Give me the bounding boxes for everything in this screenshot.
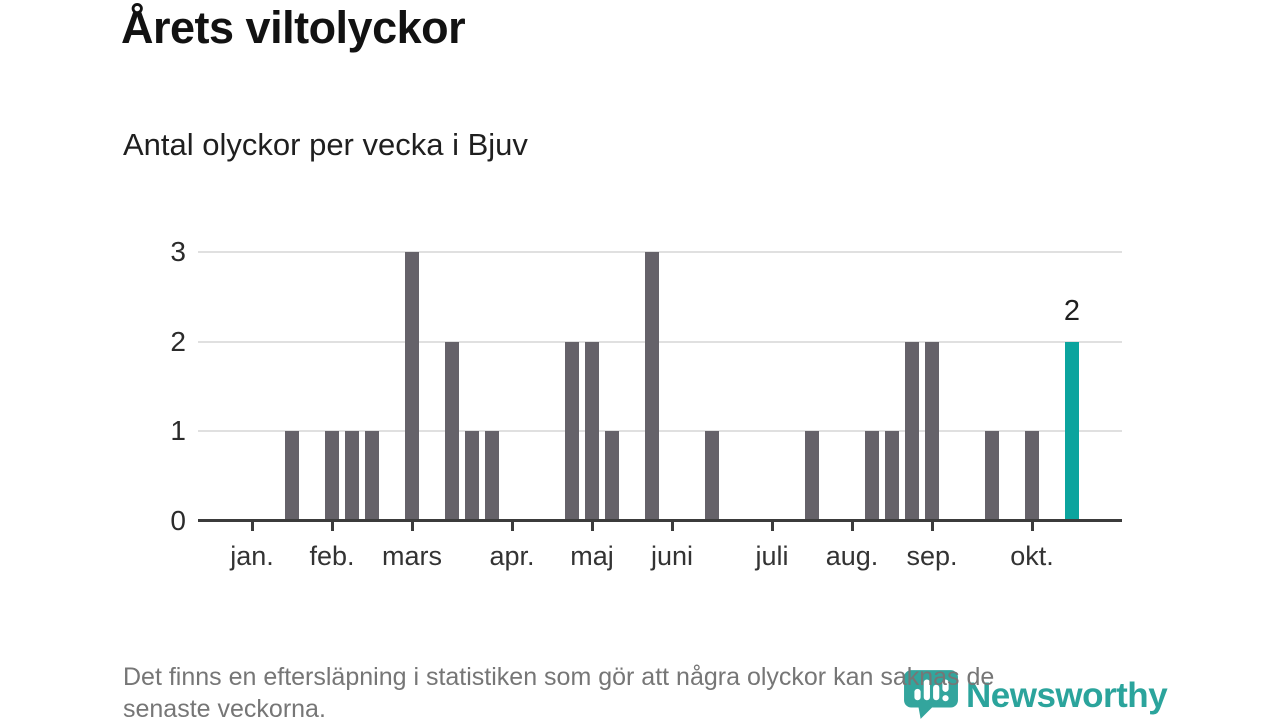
- x-tick-apr: [511, 522, 514, 531]
- x-tick-juni: [671, 522, 674, 531]
- newsworthy-logo-icon: [904, 670, 958, 719]
- bar-week-13: [465, 431, 479, 521]
- chart-subtitle: Antal olyckor per vecka i Bjuv: [123, 127, 528, 162]
- x-axis-label-aug: aug.: [825, 541, 879, 571]
- bar-week-33: [865, 431, 879, 521]
- bar-week-20: [605, 431, 619, 521]
- highlighted-bar-value-label: 2: [1063, 294, 1081, 327]
- bar-week-14: [485, 431, 499, 521]
- highlighted-bar-week-43: [1065, 341, 1079, 521]
- bar-week-36: [925, 341, 939, 521]
- x-tick-mars: [411, 522, 414, 531]
- x-tick-jan: [251, 522, 254, 531]
- bar-week-41: [1025, 431, 1039, 521]
- y-axis-label-1: 1: [170, 415, 186, 447]
- y-axis-label-2: 2: [170, 325, 186, 357]
- x-axis-label-feb: feb.: [309, 541, 355, 571]
- y-axis-label-3: 3: [170, 236, 186, 267]
- footer-note-line2: senaste veckorna.: [123, 695, 326, 723]
- gridline-2: [198, 340, 1122, 343]
- bar-week-35: [905, 341, 919, 521]
- x-axis-label-okt: okt.: [1010, 541, 1054, 571]
- footer-note: Det finns en eftersläpning i statistiken…: [123, 661, 994, 725]
- x-axis-label-apr: apr.: [489, 541, 535, 571]
- gridline-3: [198, 251, 1122, 253]
- x-tick-okt: [1031, 522, 1034, 531]
- x-tick-sep: [931, 522, 934, 531]
- bar-week-7: [345, 431, 359, 521]
- bar-week-8: [365, 431, 379, 521]
- bar-week-34: [885, 431, 899, 521]
- x-axis-label-mars: mars: [382, 541, 442, 571]
- footer-note-line1: Det finns en eftersläpning i statistiken…: [123, 663, 995, 691]
- bar-week-6: [325, 431, 339, 521]
- x-axis-label-sep: sep.: [906, 541, 958, 571]
- x-tick-juli: [771, 522, 774, 531]
- newsworthy-logo: Newsworthy: [903, 667, 1168, 719]
- gridline-1: [198, 430, 1122, 433]
- x-tick-aug: [851, 522, 854, 531]
- bar-week-39: [985, 431, 999, 521]
- bar-week-25: [705, 431, 719, 521]
- bar-week-10: [405, 252, 419, 521]
- x-tick-feb: [331, 522, 334, 531]
- page-title: Årets viltolyckor: [121, 2, 466, 53]
- x-axis-label-juli: juli: [755, 541, 789, 571]
- x-tick-maj: [591, 522, 594, 531]
- newsworthy-logo-text: Newsworthy: [966, 676, 1168, 715]
- x-axis-label-juni: juni: [650, 541, 694, 571]
- bar-week-12: [445, 341, 459, 521]
- bar-week-4: [285, 431, 299, 521]
- bar-week-22: [645, 252, 659, 521]
- x-axis-label-jan: jan.: [230, 541, 274, 571]
- x-axis-line: [198, 519, 1122, 522]
- y-axis-label-0: 0: [170, 505, 186, 536]
- bar-week-30: [805, 431, 819, 521]
- bar-week-19: [585, 341, 599, 521]
- x-axis-label-maj: maj: [570, 541, 614, 571]
- bar-week-18: [565, 341, 579, 521]
